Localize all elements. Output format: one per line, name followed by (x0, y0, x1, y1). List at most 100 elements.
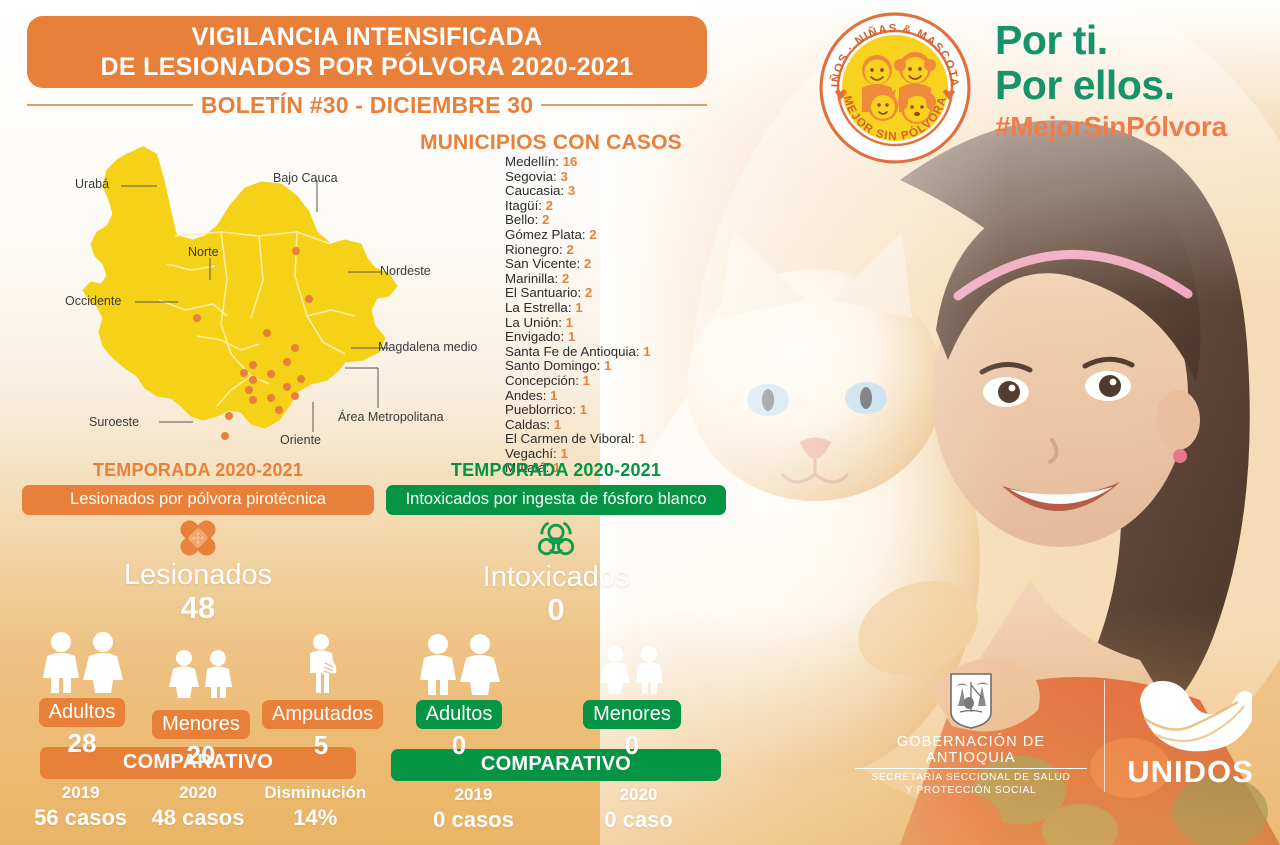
injured-comp-head-2019: 2019 (61, 783, 100, 802)
municipality-row: Bello: 2 (505, 213, 765, 228)
municipality-count: 2 (589, 226, 597, 242)
municipality-count: 1 (560, 445, 568, 461)
slogan-line-2: Por ellos. (995, 62, 1175, 108)
municipality-row: El Santuario: 2 (505, 286, 765, 301)
map-label-magdalena-medio: Magdalena medio (378, 340, 478, 354)
municipality-count: 1 (553, 416, 562, 432)
municipality-name: Gómez Plata: (505, 226, 590, 242)
municipality-count: 1 (575, 299, 583, 315)
intoxicated-section: TEMPORADA 2020-2021 Intoxicados por inge… (386, 460, 726, 833)
map-label-uraba: Urabá (75, 177, 110, 191)
municipality-name: Santo Domingo: (505, 358, 605, 374)
municipality-row: Pueblorrico: 1 (505, 402, 765, 418)
bandage-icon (180, 520, 216, 556)
municipality-count: 3 (560, 168, 568, 184)
unidos-mark-icon (1139, 680, 1252, 752)
title-line-1: VIGILANCIA INTENSIFICADA (191, 23, 543, 51)
campaign-slogan: Por ti. Por ellos. #MejorSinPólvora (995, 18, 1275, 144)
injured-comp-value-2020: 48 casos (151, 805, 245, 830)
map-label-nordeste: Nordeste (380, 264, 431, 278)
injured-comp-col-disminucion: Disminución 14% (257, 782, 374, 831)
municipality-name: Segovia: (505, 168, 561, 184)
rule-left (27, 104, 193, 106)
injured-cell-amputados: Amputados 5 (262, 631, 384, 760)
bulletin-text: BOLETÍN #30 - DICIEMBRE 30 (200, 91, 534, 118)
injured-label-amputados: Amputados (262, 700, 384, 729)
municipality-count: 2 (566, 241, 574, 257)
injured-value-adultos: 28 (67, 728, 97, 758)
injured-comp-value-disminucion: 14% (293, 805, 338, 830)
municipality-name: Medellín: (505, 154, 563, 169)
municipality-count: 1 (550, 387, 558, 403)
municipality-row: Concepción: 1 (505, 372, 765, 389)
amputee-icon (310, 634, 337, 693)
municipality-name: Rionegro: (505, 241, 567, 257)
municipality-name: Marinilla: (505, 270, 562, 286)
municipality-name: Envigado: (505, 329, 568, 345)
injured-section: TEMPORADA 2020-2021 Lesionados por pólvo… (22, 460, 384, 831)
municipality-name: Vegachí: (505, 445, 561, 461)
municipality-row: Santa Fe de Antioquia: 1 (505, 343, 765, 360)
injured-value-amputados: 5 (313, 730, 329, 760)
map-svg (82, 146, 398, 440)
map-leader-lines (121, 180, 389, 432)
injured-total-label: Lesionados (123, 559, 273, 591)
municipality-count: 2 (541, 212, 550, 228)
municipality-name: San Vicente: (505, 256, 584, 272)
municipality-name: Itagüí: (505, 197, 546, 213)
map-label-area-metropolitana: Área Metropolitana (338, 410, 444, 424)
municipality-row: Envigado: 1 (505, 329, 765, 345)
municipality-count: 1 (643, 343, 651, 359)
map-label-norte: Norte (188, 245, 219, 259)
intoxicated-comp-value-2019: 0 casos (433, 807, 514, 832)
gobernacion-logo: GOBERNACIÓN DE ANTIOQUIA SECRETARÍA SECC… (855, 672, 1087, 797)
unidos-logo: UNIDOS (1123, 678, 1258, 790)
intoxicated-total-label: Intoxicados (482, 561, 630, 593)
gobernacion-sub-1: SECRETARÍA SECCIONAL DE SALUD (871, 772, 1071, 783)
rule-right (541, 104, 708, 106)
municipality-row: San Vicente: 2 (505, 256, 765, 272)
map-subregion-borders (158, 231, 356, 407)
map-label-suroeste: Suroeste (89, 415, 140, 429)
municipality-row: Mutatá: 1 (505, 461, 765, 476)
municipality-row: Vegachí: 1 (505, 445, 765, 462)
intoxicated-cell-adultos: Adultos 0 (400, 633, 518, 760)
intoxicated-comparative-title: COMPARATIVO (391, 749, 721, 781)
municipality-count: 1 (579, 402, 588, 418)
municipality-row: El Carmen de Viboral: 1 (505, 431, 765, 447)
intoxicated-label-menores: Menores (583, 700, 681, 729)
municipality-count: 2 (545, 197, 554, 213)
intoxicated-label-adultos: Adultos (415, 700, 503, 729)
municipality-row: Itagüí: 2 (505, 197, 765, 214)
municipality-name: Santa Fe de Antioquia: (505, 343, 644, 359)
map-label-occidente: Occidente (65, 294, 122, 308)
adults-icon (420, 634, 500, 695)
injured-breakdown: Adultos 28 Menores 20 (22, 631, 384, 770)
municipality-row: Andes: 1 (505, 387, 765, 404)
municipality-row: Rionegro: 2 (505, 241, 765, 258)
municipality-count: 1 (582, 372, 591, 388)
municipality-count: 1 (553, 460, 561, 476)
municipality-count: 1 (638, 431, 646, 447)
intoxicated-comp-col-2019: 2019 0 casos (391, 784, 556, 833)
intoxicated-breakdown: Adultos 0 Menores 0 (386, 633, 726, 760)
municipality-count: 2 (583, 256, 592, 272)
minors-icon (169, 650, 232, 698)
municipality-count: 1 (565, 314, 574, 330)
injured-comp-col-2020: 2020 48 casos (139, 782, 256, 831)
municipality-count: 2 (561, 270, 570, 286)
intoxicated-subtitle: Intoxicados por ingesta de fósforo blanc… (386, 485, 726, 515)
biohazard-icon (537, 521, 575, 556)
intoxicated-comparative: COMPARATIVO 2019 0 casos 2020 0 caso (386, 749, 726, 833)
municipality-row: Caldas: 1 (505, 416, 765, 433)
minors-icon (600, 646, 663, 694)
injured-comparative-title: COMPARATIVO (40, 747, 356, 779)
injured-comp-value-2019: 56 casos (34, 805, 128, 830)
antioquia-coat-of-arms-icon (950, 673, 992, 729)
map-label-oriente: Oriente (280, 433, 321, 447)
injured-value-menores: 20 (186, 740, 216, 770)
municipalities-list: Medellín: 16 Segovia: 3 Caucasia: 3 Itagüí:… (505, 154, 765, 476)
injured-cell-menores: Menores 20 (146, 631, 256, 770)
map-uraba-peninsula (125, 146, 177, 240)
